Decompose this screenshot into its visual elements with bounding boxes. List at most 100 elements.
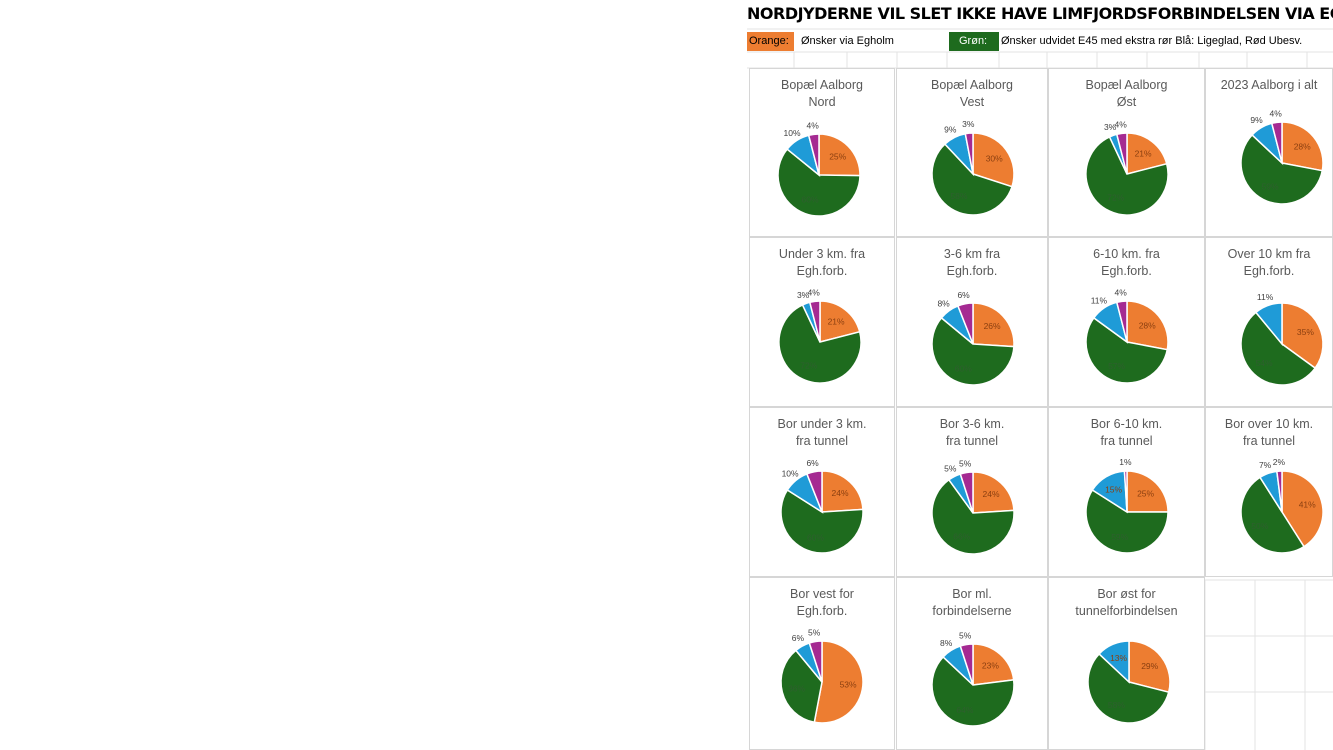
pie-slice-purple <box>1115 132 1128 175</box>
pie-slice-label: 60% <box>801 195 818 205</box>
pie-slice-orange <box>1281 121 1324 172</box>
pie-slice-label: 60% <box>807 532 824 542</box>
pie-slice-label: 11% <box>1091 296 1108 306</box>
pie-slice-label: 59% <box>1111 532 1128 542</box>
pie-slice-green <box>1240 133 1324 205</box>
pie-chart-title: 2023 Aalborg i alt <box>1220 78 1318 92</box>
pie-slice-label: 72% <box>800 361 817 371</box>
pie-chart-title: Bor ml. forbindelserne <box>932 587 1012 618</box>
pie-slice-label: 26% <box>984 321 1001 331</box>
pie-slice-green <box>780 488 864 554</box>
pie-chart: 25% 59% 15% 1% <box>1085 457 1169 554</box>
spreadsheet-area: NORDJYDERNE VIL SLET IKKE HAVE LIMFJORDS… <box>747 0 1333 750</box>
legend-orange-label: Orange: <box>747 32 794 51</box>
pie-slice-label: 24% <box>831 488 848 498</box>
pie-slice-green <box>1085 488 1169 554</box>
pie-slice-label: 53% <box>840 680 857 690</box>
pie-slice-green <box>1085 135 1169 216</box>
pie-slice-orange <box>1281 302 1324 370</box>
pie-chart-panel: Bor over 10 km. fra tunnel 41% 50% 7% 2% <box>1205 407 1333 577</box>
pie-chart-title: Bopæl Aalborg Øst <box>1085 78 1168 109</box>
pie-chart-title: Bopæl Aalborg Vest <box>930 78 1013 109</box>
pie-chart: 24% 66% 5% 5% <box>931 459 1015 555</box>
pie-chart-panel: 2023 Aalborg i alt 28% 59% 9% 4% <box>1205 68 1333 237</box>
pie-chart-panel: 3-6 km fra Egh.forb. 26% 60% 8% 6% <box>896 237 1048 407</box>
pie-slice-orange <box>1126 300 1169 351</box>
pie-slice-orange <box>821 470 864 513</box>
sheet-title: NORDJYDERNE VIL SLET IKKE HAVE LIMFJORDS… <box>747 4 1333 23</box>
pie-slice-label: 58% <box>950 191 967 201</box>
pie-chart-title: Bor øst for tunnelforbindelsen <box>1075 587 1178 618</box>
pie-slice-green <box>778 303 862 384</box>
legend-orange-text: Ønsker via Egholm <box>801 35 894 47</box>
pie-slice-orange <box>972 471 1015 514</box>
pie-slice-purple <box>808 300 821 343</box>
pie-slice-label: 21% <box>828 316 845 326</box>
pie-slice-label: 7% <box>1259 460 1272 470</box>
pie-chart-title: Bor over 10 km. fra tunnel <box>1224 417 1314 448</box>
pie-chart-title: Bor 3-6 km. fra tunnel <box>939 417 1005 448</box>
pie-slice-label: 21% <box>1135 148 1152 158</box>
pie-slice-orange <box>813 640 864 724</box>
pie-slice-label: 10% <box>783 128 800 138</box>
pie-slice-label: 72% <box>1107 193 1124 203</box>
pie-slice-label: 5% <box>959 459 972 469</box>
pie-slice-label: 30% <box>986 154 1003 164</box>
pie-chart-panel: Bor øst for tunnelforbindelsen 29% 58% 13% <box>1048 577 1205 750</box>
pie-slice-label: 28% <box>1294 141 1311 151</box>
pie-slice-label: 5% <box>808 628 821 638</box>
pie-slice-label: 2% <box>1273 457 1286 467</box>
pie-slice-label: 25% <box>829 152 846 162</box>
pie-slice-label: 3% <box>1104 122 1117 132</box>
pie-slice-green <box>1085 316 1169 384</box>
pie-chart-panel: Bor ml. forbindelserne 23% 64% 8% 5% <box>896 577 1048 750</box>
pie-slice-green <box>931 143 1013 216</box>
pie-slice-label: 6% <box>806 458 819 468</box>
pie-chart-panel: Bor 3-6 km. fra tunnel 24% 66% 5% 5% <box>896 407 1048 577</box>
pie-chart-panel: 6-10 km. fra Egh.forb. 28% 57% 11% 4% <box>1048 237 1205 407</box>
pie-chart-panel: Bor under 3 km. fra tunnel 24% 60% 10% 6% <box>749 407 895 577</box>
pie-slice-label: 66% <box>953 532 970 542</box>
pie-slice-label: 13% <box>1110 653 1127 663</box>
pie-slice-purple <box>1270 121 1283 164</box>
pie-slice-label: 23% <box>982 660 999 670</box>
pie-slice-blue <box>1254 302 1283 347</box>
pie-slice-label: 35% <box>1297 327 1314 337</box>
pie-slice-blue <box>1098 640 1130 684</box>
pie-chart-title: Bor under 3 km. fra tunnel <box>777 417 867 448</box>
pie-slice-purple <box>807 133 820 176</box>
pie-slice-orange <box>818 133 861 177</box>
pie-slice-label: 41% <box>1299 500 1316 510</box>
pie-slice-label: 58% <box>1108 700 1125 710</box>
pie-slice-label: 9% <box>1250 115 1263 125</box>
pie-chart: 21% 72% 3%4% <box>778 287 862 384</box>
pie-chart-panel: Bor vest for Egh.forb. 53% 36% 6% 5% <box>749 577 895 750</box>
pie-slice-label: 28% <box>1139 320 1156 330</box>
pie-slice-purple <box>1276 470 1283 513</box>
pie-chart-panel: Bopæl Aalborg Nord 25% 60% 10% 4% <box>749 68 895 237</box>
pie-slice-label: 36% <box>788 684 805 694</box>
pie-chart: 21% 72% 3%4% <box>1085 119 1169 216</box>
pie-slice-purple <box>959 471 974 514</box>
pie-slice-orange <box>972 302 1015 348</box>
pie-slice-label: 3% <box>962 119 975 129</box>
pie-chart-title: Over 10 km fra Egh.forb. <box>1227 247 1311 278</box>
pie-slice-purple <box>805 470 823 513</box>
pie-slice-purple <box>1123 470 1128 513</box>
pie-slice-label: 50% <box>1251 521 1268 531</box>
pie-chart-title: Bor vest for Egh.forb. <box>790 587 854 618</box>
pie-slice-label: 57% <box>1108 361 1125 371</box>
pie-slice-label: 29% <box>1141 661 1158 671</box>
pie-slice-label: 4% <box>807 120 820 130</box>
pie-slice-orange <box>819 300 861 343</box>
pie-slice-purple <box>808 640 823 683</box>
pie-slice-orange <box>972 132 1015 188</box>
pie-chart: 53% 36% 6%5% <box>780 628 864 724</box>
pie-slice-orange <box>972 643 1015 686</box>
pie-slice-label: 4% <box>1115 119 1128 129</box>
legend-green-label: Grøn: <box>949 32 999 51</box>
pie-slice-purple <box>959 643 974 686</box>
pie-slice-label: 24% <box>982 489 999 499</box>
pie-slice-green <box>931 478 1015 555</box>
pie-slice-label: 54% <box>1255 358 1272 368</box>
